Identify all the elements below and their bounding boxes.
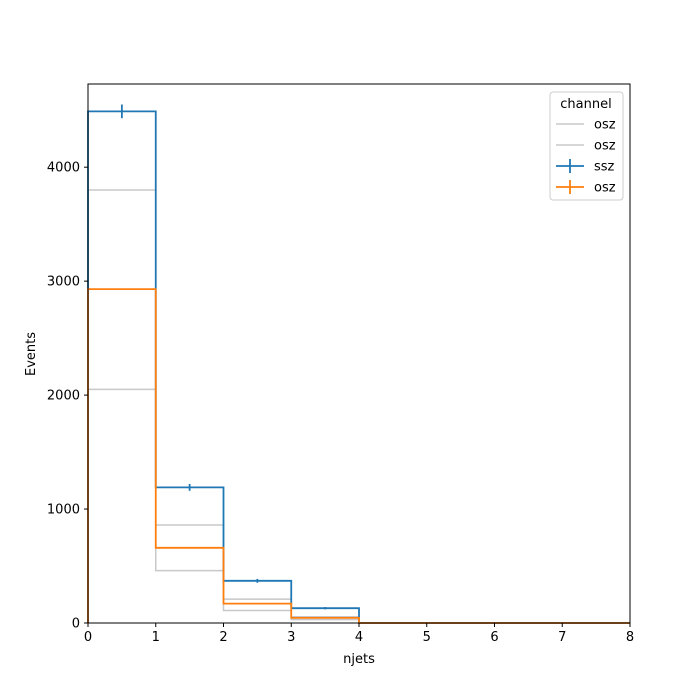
legend-entry-label: osz [594, 181, 616, 196]
legend-entry-label: ssz [594, 160, 615, 175]
x-tick-label: 8 [626, 630, 634, 645]
x-tick-label: 0 [84, 630, 92, 645]
legend-entry-label: osz [594, 118, 616, 133]
x-axis-label: njets [343, 652, 375, 667]
x-axis: 0 1 2 3 4 5 6 7 8 [84, 623, 634, 645]
x-tick-label: 6 [490, 630, 498, 645]
y-tick-label: 2000 [47, 389, 80, 404]
y-axis: 0 1000 2000 3000 4000 [47, 161, 88, 632]
legend-box [549, 91, 624, 201]
legend-title: channel [560, 97, 611, 112]
x-tick-label: 7 [558, 630, 566, 645]
y-axis-label: Events [24, 332, 39, 376]
x-tick-label: 4 [355, 630, 363, 645]
y-tick-label: 0 [72, 617, 80, 632]
legend-entry-label: osz [594, 139, 616, 154]
legend-entries: osz osz ssz osz [556, 118, 616, 196]
x-tick-label: 5 [423, 630, 431, 645]
y-tick-label: 4000 [47, 161, 80, 176]
y-tick-label: 3000 [47, 275, 80, 290]
legend: channel osz osz ssz osz [549, 91, 624, 201]
x-tick-label: 3 [287, 630, 295, 645]
y-tick-label: 1000 [47, 503, 80, 518]
x-tick-label: 2 [219, 630, 227, 645]
x-tick-label: 1 [152, 630, 160, 645]
